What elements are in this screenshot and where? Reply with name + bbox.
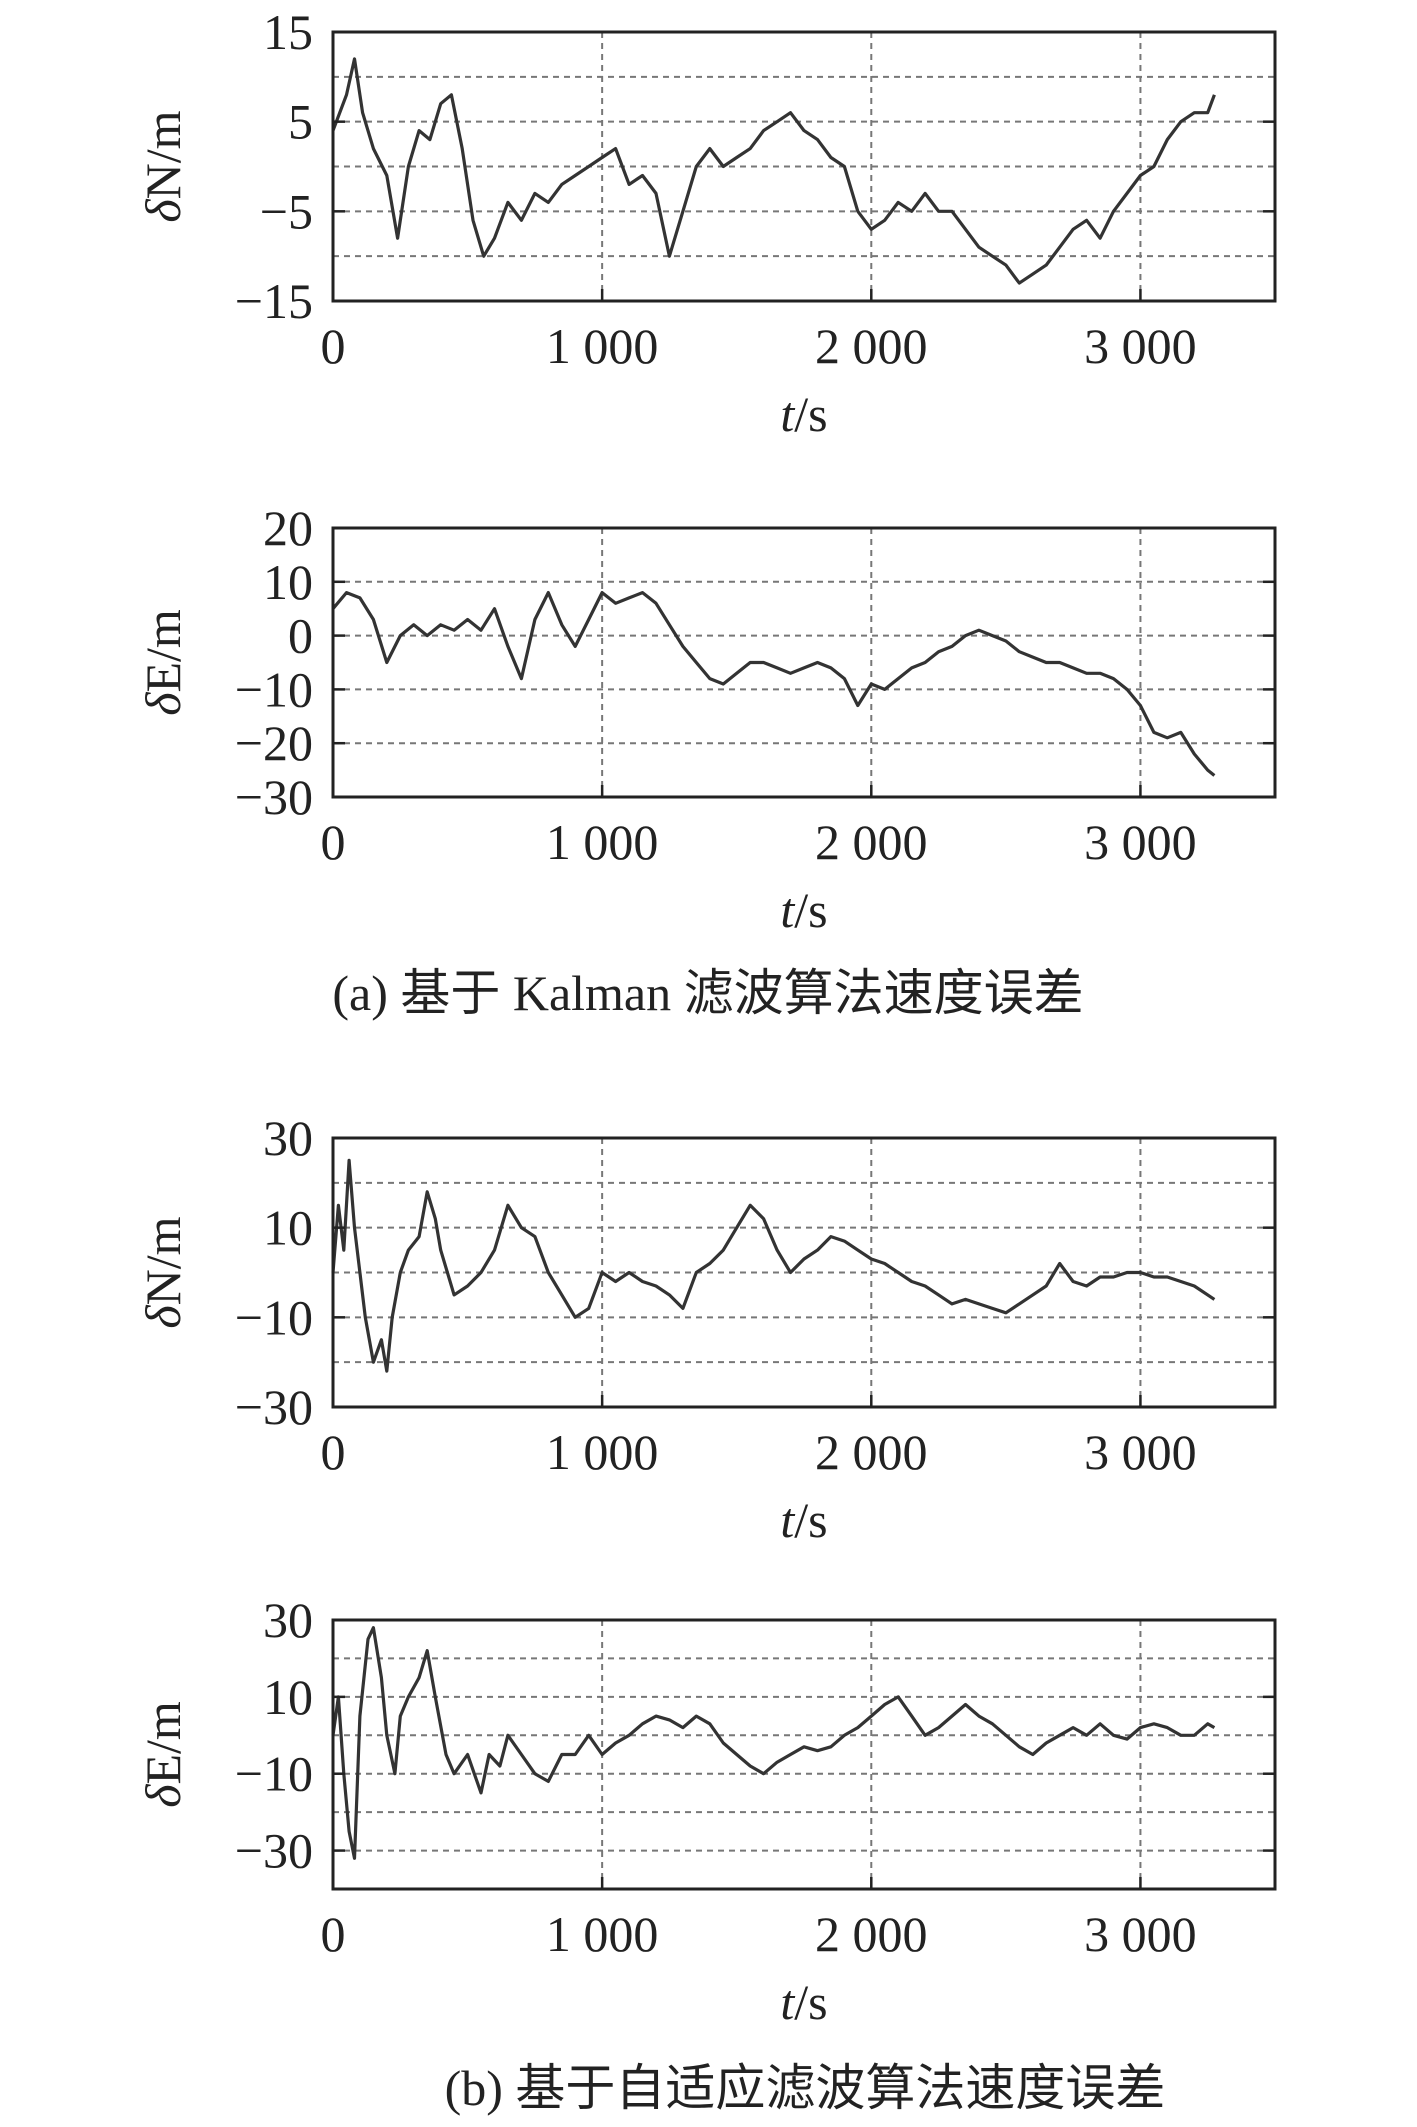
chart-b-east-xtick-label-0: 0 [321,1906,346,1962]
chart-b-north-series-line [331,1158,1216,1373]
chart-a-east-frame [331,526,1277,799]
chart-b-north-ylabel: δN/m [135,1216,191,1328]
chart-b-north-ytick-label-2: −10 [235,1289,313,1345]
chart-a-east-ytick-label-4: −20 [235,715,313,771]
chart-a-east-ytick-label-0: 20 [263,500,313,556]
chart-a-north-frame [331,30,1277,303]
chart-a-east-xtick-label-0: 0 [321,814,346,870]
chart-b-east-frame [331,1618,1277,1891]
chart-b-north-xtick-label-1: 1 000 [546,1424,659,1480]
chart-b-east-ytick-label-1: 10 [263,1669,313,1725]
chart-b-east-ylabel: δE/m [135,1701,191,1808]
chart-a-east-series-line [331,590,1216,777]
chart-a-north-xlabel: t/s [780,386,827,442]
chart-a-east-xtick-label-2: 2 000 [815,814,928,870]
chart-a-east-ytick-label-2: 0 [288,608,313,664]
chart-a-north-ytick-label-2: −5 [260,183,313,239]
chart-a-north-ytick-label-3: −15 [235,273,313,329]
chart-a-north-xtick-label-1: 1 000 [546,318,659,374]
chart-b-east-ytick-label-2: −10 [235,1746,313,1802]
chart-b-east-xlabel: t/s [780,1974,827,2030]
chart-a-east-ylabel: δE/m [135,609,191,716]
chart-b-north-xlabel: t/s [780,1492,827,1548]
chart-a-east-xtick-label-3: 3 000 [1084,814,1197,870]
chart-b-east-ytick-label-0: 30 [263,1592,313,1648]
caption-b: (b) 基于自适应滤波算法速度误差 [445,2060,1166,2116]
chart-a-east-xlabel: t/s [780,882,827,938]
chart-a-north-ytick-label-0: 15 [263,4,313,60]
chart-a-north: 15 5 −5 −150 1 000 2 000 3 000 t/s δN/m [135,4,1277,442]
chart-b-east-series-line [331,1626,1216,1860]
chart-b-east: 30 10 −10 −300 1 000 2 000 3 000 t/s δE/m [135,1592,1277,2030]
chart-b-north-ytick-label-0: 30 [263,1110,313,1166]
chart-b-north-xtick-label-2: 2 000 [815,1424,928,1480]
chart-b-north-xtick-label-3: 3 000 [1084,1424,1197,1480]
chart-a-north-xtick-label-0: 0 [321,318,346,374]
chart-a-east-ytick-label-1: 10 [263,554,313,610]
chart-a-east-ytick-label-5: −30 [235,769,313,825]
chart-a-north-xtick-label-3: 3 000 [1084,318,1197,374]
chart-a-north-ylabel: δN/m [135,110,191,222]
caption-a: (a) 基于 Kalman 滤波算法速度误差 [332,965,1083,1021]
chart-b-north-xtick-label-0: 0 [321,1424,346,1480]
chart-a-north-series-line [331,57,1216,285]
chart-b-east-xtick-label-2: 2 000 [815,1906,928,1962]
chart-b-east-xtick-label-1: 1 000 [546,1906,659,1962]
chart-b-north: 30 10 −10 −300 1 000 2 000 3 000 t/s δN/m [135,1110,1277,1548]
chart-a-east-ytick-label-3: −10 [235,661,313,717]
chart-a-north-xtick-label-2: 2 000 [815,318,928,374]
chart-b-east-ytick-label-3: −30 [235,1823,313,1879]
chart-b-north-frame [331,1136,1277,1409]
chart-b-north-ytick-label-1: 10 [263,1200,313,1256]
chart-b-east-xtick-label-3: 3 000 [1084,1906,1197,1962]
chart-a-east-xtick-label-1: 1 000 [546,814,659,870]
chart-b-north-ytick-label-3: −30 [235,1379,313,1435]
chart-a-north-ytick-label-1: 5 [288,94,313,150]
